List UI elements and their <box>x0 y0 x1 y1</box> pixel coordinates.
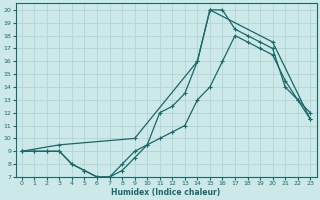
X-axis label: Humidex (Indice chaleur): Humidex (Indice chaleur) <box>111 188 221 197</box>
